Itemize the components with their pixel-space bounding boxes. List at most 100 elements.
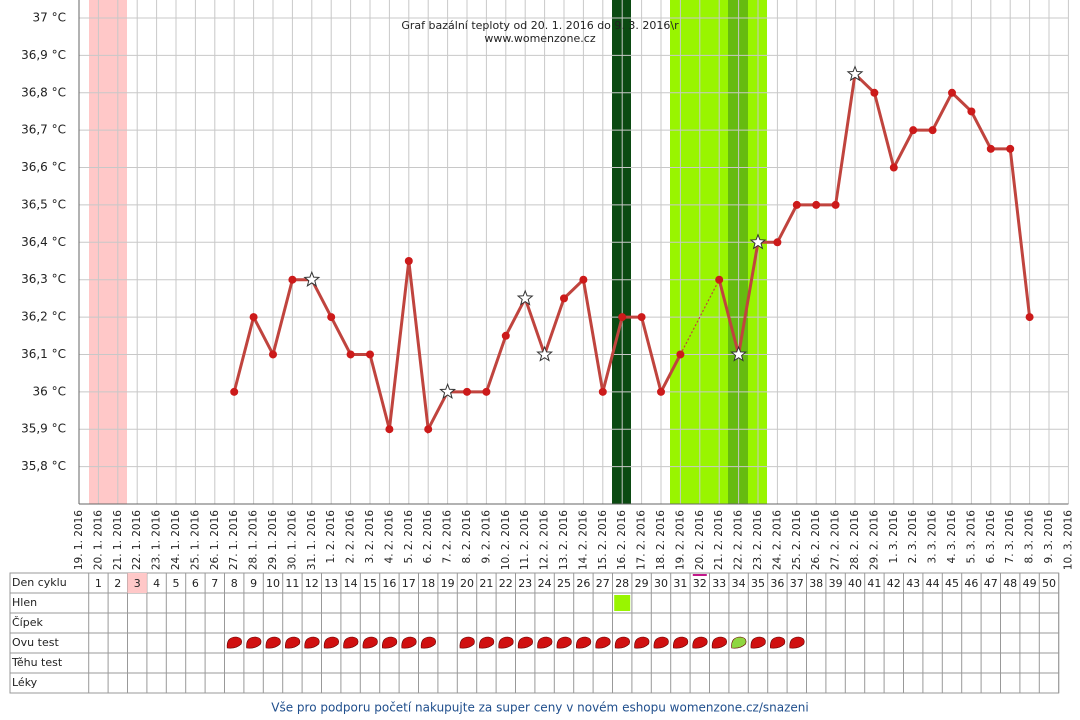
y-tick-label: 36,6 °C (21, 160, 66, 174)
cycle-day: 1 (95, 577, 102, 590)
x-tick-label: 9. 2. 2016 (480, 510, 492, 564)
point-marker (366, 350, 374, 359)
ovu-test-negative (498, 636, 514, 649)
x-tick-label: 29. 2. 2016 (868, 510, 880, 570)
cycle-day: 39 (829, 577, 843, 590)
table-row (9, 572, 1060, 594)
x-tick-label: 30. 1. 2016 (286, 510, 298, 570)
cycle-day: 24 (538, 577, 552, 590)
x-tick-label: 10. 3. 2016 (1062, 510, 1074, 570)
x-tick-label: 22. 1. 2016 (131, 510, 143, 570)
x-tick-label: 5. 3. 2016 (965, 510, 977, 564)
cycle-day: 45 (945, 577, 959, 590)
row-label: Den cyklu (12, 576, 67, 589)
table-row (9, 612, 1060, 634)
x-tick-label: 4. 3. 2016 (946, 510, 958, 564)
row-label: Čípek (12, 616, 43, 629)
point-marker (346, 350, 355, 359)
point-marker (773, 238, 782, 247)
point-marker (249, 313, 258, 322)
point-marker (986, 144, 995, 153)
x-tick-label: 6. 2. 2016 (422, 510, 434, 564)
ovu-test-negative (285, 636, 301, 649)
cycle-day: 50 (1042, 577, 1056, 590)
cycle-day: 3 (134, 577, 141, 590)
point-marker (463, 387, 471, 396)
x-tick-label: 10. 2. 2016 (500, 510, 512, 570)
x-tick-label: 9. 3. 2016 (1043, 510, 1055, 564)
x-tick-label: 3. 3. 2016 (927, 510, 939, 564)
ovu-test-negative (420, 636, 436, 649)
cycle-day: 26 (576, 577, 590, 590)
today-marker (692, 574, 707, 576)
ovu-test-negative (362, 636, 378, 649)
point-marker (1025, 313, 1034, 322)
row-label: Léky (12, 676, 38, 689)
x-tick-label: 26. 1. 2016 (209, 510, 221, 570)
x-tick-label: 31. 1. 2016 (306, 510, 318, 570)
cycle-day: 31 (673, 577, 687, 590)
menstruation-band (89, 0, 127, 504)
cycle-day: 32 (693, 577, 707, 590)
y-tick-label: 36,1 °C (21, 347, 66, 361)
point-marker (909, 126, 918, 135)
y-tick-label: 36,3 °C (21, 272, 66, 286)
x-tick-label: 11. 2. 2016 (519, 510, 531, 570)
cycle-day: 23 (518, 577, 532, 590)
x-tick-label: 13. 2. 2016 (558, 510, 570, 570)
ovu-test-negative (595, 636, 611, 649)
point-marker (598, 387, 607, 396)
point-marker (501, 331, 510, 340)
point-marker (230, 387, 239, 396)
cycle-day: 42 (887, 577, 901, 590)
x-tick-label: 20. 1. 2016 (92, 510, 104, 570)
cycle-day: 22 (499, 577, 513, 590)
ovu-test-negative (711, 636, 727, 649)
grid (78, 0, 1069, 505)
star-marker (303, 270, 321, 287)
cycle-day: 34 (732, 577, 746, 590)
x-tick-label: 4. 2. 2016 (383, 510, 395, 564)
x-tick-label: 18. 2. 2016 (655, 510, 667, 570)
point-marker (385, 425, 394, 434)
cycle-day: 35 (751, 577, 765, 590)
y-tick-label: 36,2 °C (21, 310, 66, 324)
y-tick-label: 36,4 °C (21, 235, 66, 249)
day-highlight (127, 573, 147, 593)
x-tick-label: 22. 2. 2016 (733, 510, 745, 570)
point-marker (812, 200, 821, 209)
ovu-test-negative (750, 636, 766, 649)
cycle-day: 4 (153, 577, 160, 590)
chart-title: Graf bazální teploty od 20. 1. 2016 do 9… (401, 19, 679, 32)
ovu-test-negative (246, 636, 262, 649)
footer-link[interactable]: Vše pro podporu početí nakupujte za supe… (271, 701, 808, 715)
ovu-test-negative (459, 636, 475, 649)
point-marker (928, 126, 937, 135)
cycle-day: 14 (344, 577, 358, 590)
cycle-day: 5 (173, 577, 180, 590)
x-tick-label: 1. 2. 2016 (325, 510, 337, 564)
cycle-day: 28 (615, 577, 629, 590)
cycle-day: 18 (421, 577, 435, 590)
point-marker (327, 313, 336, 322)
ovu-test-negative (401, 636, 417, 649)
cycle-day: 30 (654, 577, 668, 590)
cycle-day: 38 (809, 577, 823, 590)
x-tick-label: 17. 2. 2016 (636, 510, 648, 570)
point-marker (657, 387, 665, 396)
star-marker (749, 233, 767, 250)
x-tick-label: 27. 2. 2016 (830, 510, 842, 570)
x-tick-label: 21. 1. 2016 (112, 510, 124, 570)
table-row (9, 592, 1060, 614)
point-marker (676, 350, 685, 359)
point-marker (288, 275, 297, 284)
point-marker (967, 107, 976, 116)
cycle-day: 11 (285, 577, 299, 590)
ovulation-band (612, 0, 631, 504)
star-marker (730, 345, 748, 362)
ovu-test-negative (479, 636, 495, 649)
x-tick-label: 29. 1. 2016 (267, 510, 279, 570)
point-marker (618, 313, 627, 322)
cycle-day: 8 (231, 577, 238, 590)
